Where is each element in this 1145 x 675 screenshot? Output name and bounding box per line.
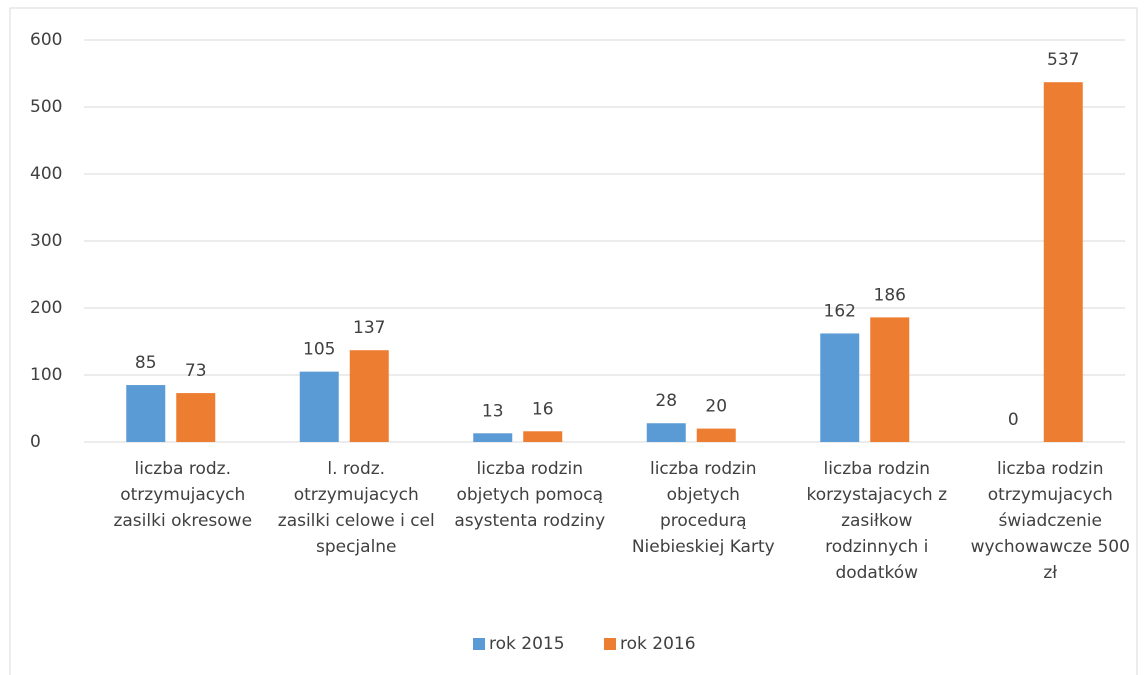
bar: [870, 317, 910, 442]
x-tick-label: l. rodz. otrzymujacych zasilki celowe i …: [277, 459, 435, 557]
legend-swatch: [604, 638, 616, 650]
bar: [1043, 82, 1083, 443]
bar: [523, 431, 563, 442]
x-tick-label: liczba rodzin objetych procedurą Niebies…: [631, 459, 775, 557]
y-tick-label: 600: [30, 30, 62, 50]
bar: [349, 350, 389, 442]
data-label: 16: [532, 399, 554, 419]
y-tick-label: 100: [30, 365, 62, 385]
bar: [299, 371, 339, 442]
data-label: 28: [655, 391, 677, 411]
bar: [696, 428, 736, 442]
data-label: 0: [1008, 410, 1019, 430]
bar: [473, 433, 513, 442]
legend-swatch: [473, 638, 485, 650]
y-tick-label: 200: [30, 298, 62, 318]
bar: [820, 333, 860, 442]
x-tick-label: liczba rodzin otrzymujacych świadczenie …: [970, 459, 1130, 583]
data-label: 186: [874, 285, 906, 305]
x-tick-label: liczba rodz. otrzymujacych zasilki okres…: [113, 459, 253, 531]
bar: [646, 423, 686, 442]
data-label: 85: [135, 353, 157, 373]
data-label: 105: [303, 340, 335, 360]
y-tick-label: 300: [30, 231, 62, 251]
legend-label: rok 2015: [489, 634, 565, 654]
bar: [126, 385, 166, 442]
legend-label: rok 2016: [620, 634, 696, 654]
y-tick-label: 0: [30, 432, 41, 452]
bar: [176, 393, 216, 442]
x-tick-label: liczba rodzin objetych pomocą asystenta …: [454, 459, 606, 531]
data-label: 162: [824, 301, 856, 321]
data-label: 137: [353, 318, 385, 338]
data-label: 13: [482, 401, 504, 421]
data-label: 537: [1047, 50, 1079, 70]
chart-border: [9, 7, 1138, 675]
x-tick-label: liczba rodzin korzystajacych z zasiłkow …: [806, 459, 948, 583]
y-tick-label: 400: [30, 164, 62, 184]
data-label: 20: [705, 397, 727, 417]
y-tick-label: 500: [30, 97, 62, 117]
data-label: 73: [185, 361, 207, 381]
